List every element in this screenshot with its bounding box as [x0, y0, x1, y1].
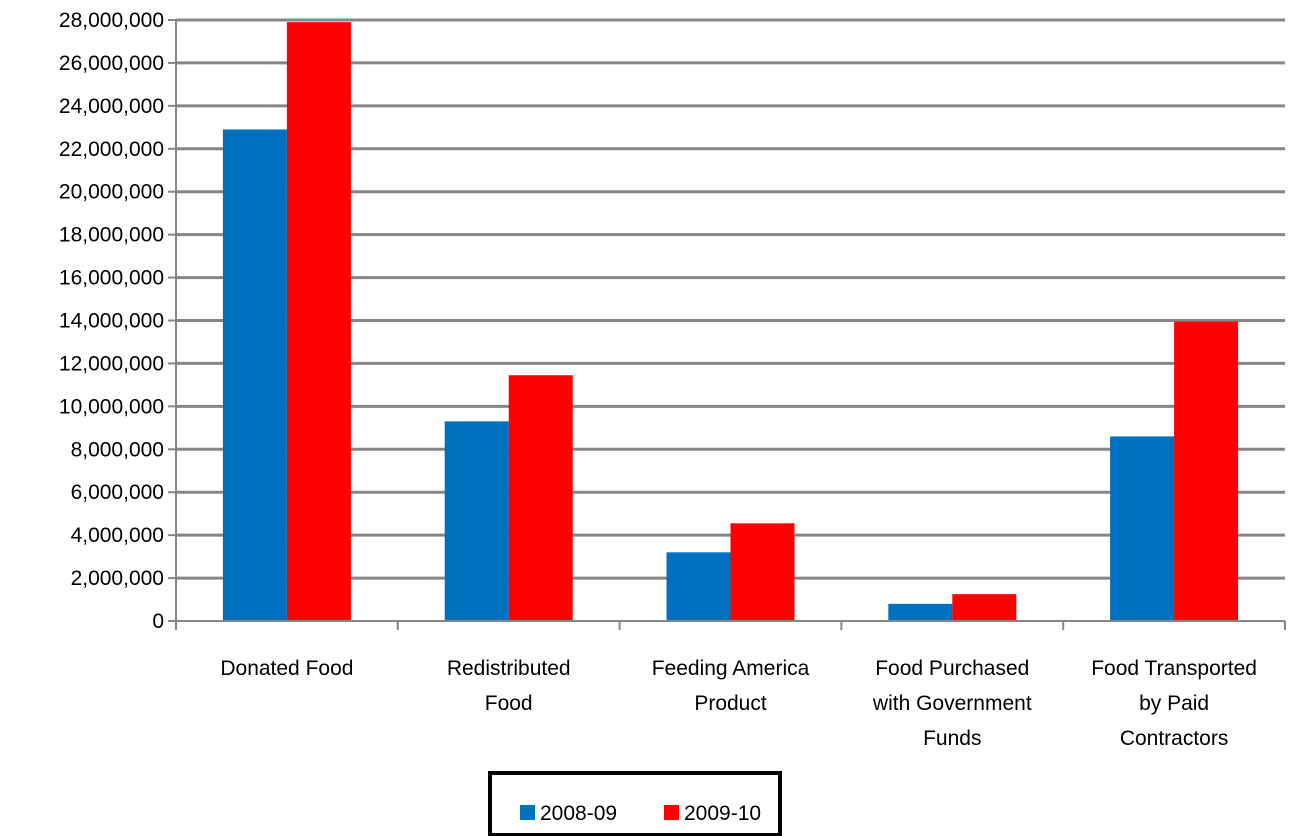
x-category-label: Product	[694, 692, 767, 715]
x-category-label: Food Transported	[1091, 657, 1257, 680]
legend-box	[488, 771, 782, 836]
y-tick-label: 20,000,000	[59, 181, 164, 204]
x-category-label: Donated Food	[220, 657, 353, 680]
y-tick-label: 10,000,000	[59, 395, 164, 418]
x-category-label: by Paid	[1139, 692, 1209, 715]
axes	[175, 20, 1286, 630]
x-category-label: with Government	[872, 692, 1032, 715]
bar-2009-10-1	[508, 375, 573, 621]
y-tick-label: 2,000,000	[71, 567, 164, 590]
bar-2008-09-0	[222, 129, 287, 622]
x-axis-category-labels: Donated Food Redistributed Food Feeding Ame…	[220, 657, 1257, 750]
bar-2009-10-3	[952, 594, 1017, 621]
y-tick-label: 26,000,000	[59, 52, 164, 75]
legend-swatch-2009-10	[664, 805, 679, 820]
y-tick-label: 18,000,000	[59, 224, 164, 247]
y-tick-label: 6,000,000	[71, 481, 164, 504]
gridlines	[168, 18, 1285, 622]
legend-label-2009-10: 2009-10	[684, 802, 761, 825]
x-category-label: Food Purchased	[875, 657, 1029, 680]
legend-swatch-2008-09	[520, 805, 535, 820]
y-tick-label: 24,000,000	[59, 95, 164, 118]
x-category-label: Redistributed	[447, 657, 571, 680]
y-axis-tick-labels: 0 2,000,000 4,000,000 6,000,000 8,000,000 10,…	[59, 9, 164, 633]
bar-2008-09-2	[666, 552, 731, 621]
bar-2009-10-0	[286, 22, 351, 622]
x-category-label: Funds	[923, 727, 981, 750]
x-category-label: Feeding America	[652, 657, 810, 680]
y-tick-label: 4,000,000	[71, 524, 164, 547]
y-tick-label: 22,000,000	[59, 138, 164, 161]
y-tick-label: 28,000,000	[59, 9, 164, 32]
y-tick-label: 14,000,000	[59, 310, 164, 333]
bar-2009-10-2	[730, 523, 795, 621]
bar-2009-10-4	[1174, 321, 1239, 621]
legend: 2008-09 2009-10	[488, 771, 782, 836]
y-tick-label: 12,000,000	[59, 352, 164, 375]
x-category-label: Food	[485, 692, 533, 715]
y-tick-label: 16,000,000	[59, 267, 164, 290]
bar-2008-09-4	[1110, 436, 1175, 621]
bars	[222, 22, 1239, 622]
legend-label-2008-09: 2008-09	[540, 802, 617, 825]
y-tick-label: 8,000,000	[71, 438, 164, 461]
x-category-label: Contractors	[1120, 727, 1229, 750]
bar-2008-09-1	[444, 421, 509, 621]
bar-2008-09-3	[888, 603, 953, 621]
y-tick-label: 0	[152, 610, 164, 633]
